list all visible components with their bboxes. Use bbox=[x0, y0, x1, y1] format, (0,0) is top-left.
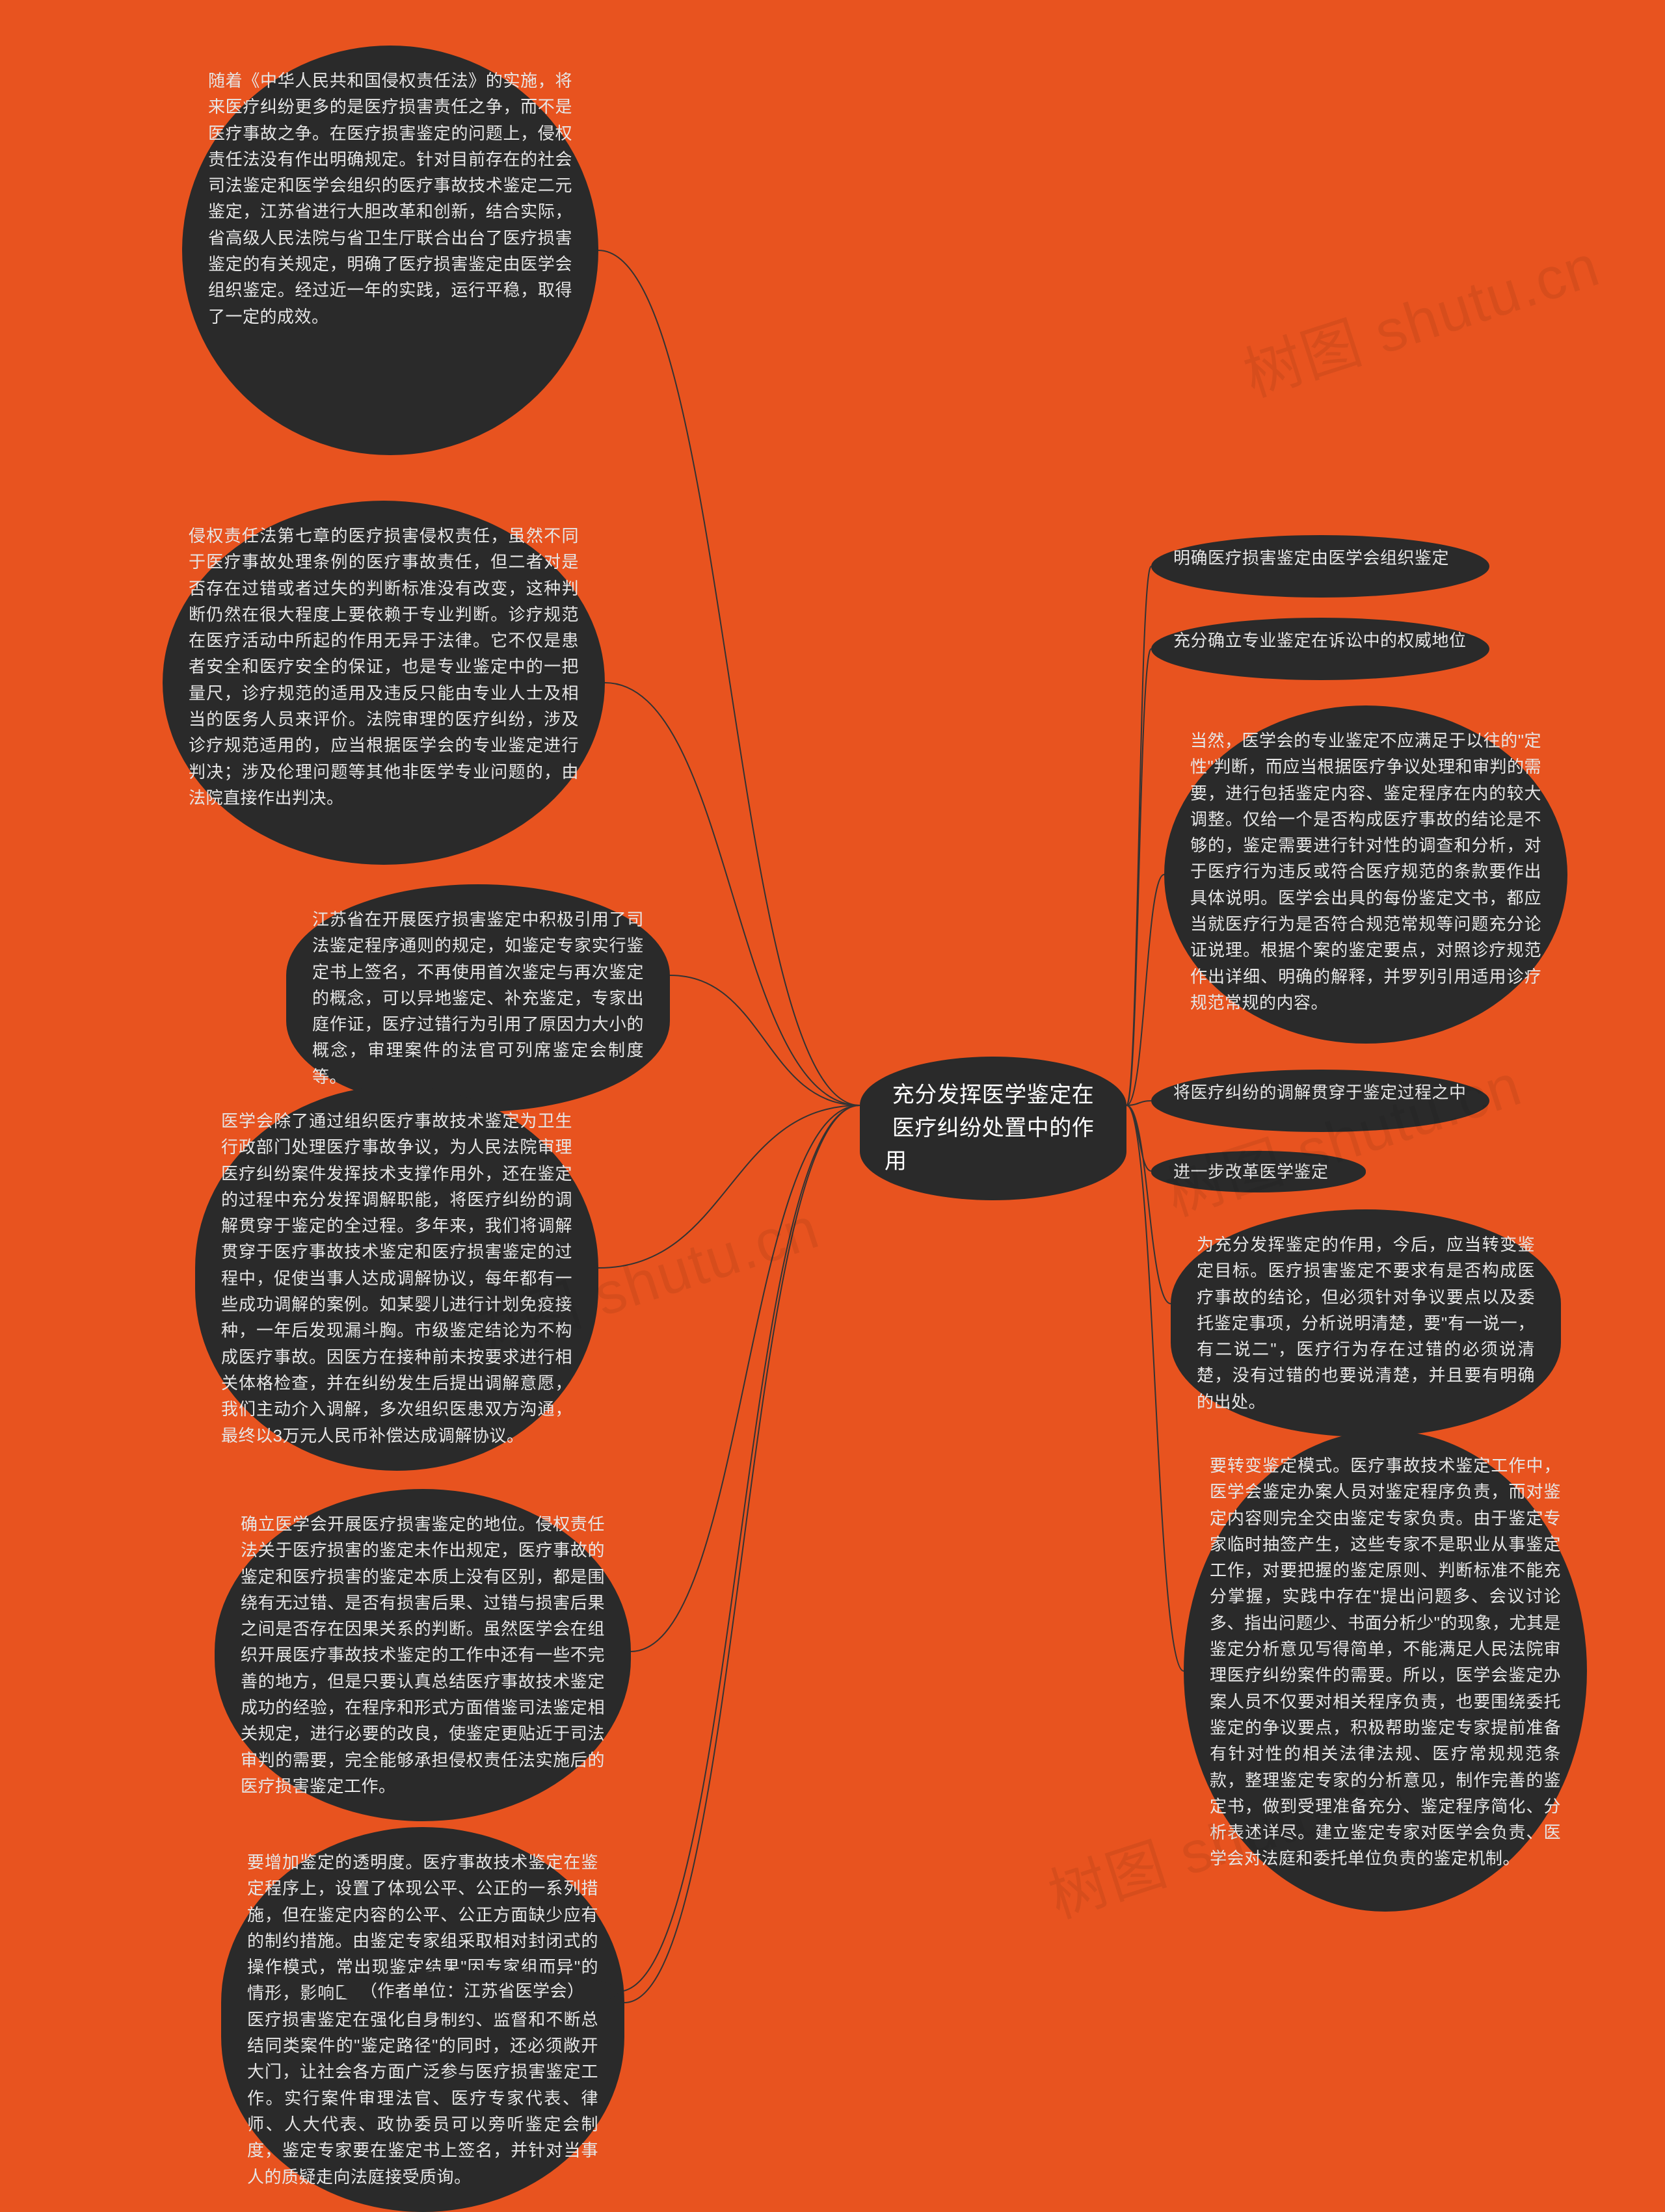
mindmap-node: （作者单位：江苏省医学会） bbox=[338, 1970, 618, 2013]
edge bbox=[618, 1105, 860, 1992]
mindmap-node: 确立医学会开展医疗损害鉴定的地位。侵权责任法关于医疗损害的鉴定未作出规定，医疗事… bbox=[215, 1489, 631, 1821]
edge bbox=[631, 1105, 860, 1652]
watermark: 树图 shutu.cn bbox=[1232, 218, 1609, 413]
mindmap-node: 要转变鉴定模式。医疗事故技术鉴定工作中，医学会鉴定办案人员对鉴定程序负责，而对鉴… bbox=[1184, 1430, 1587, 1912]
mindmap-node: 为充分发挥鉴定的作用，今后，应当转变鉴定目标。医疗损害鉴定不要求有是否构成医疗事… bbox=[1171, 1209, 1561, 1437]
edge bbox=[1126, 649, 1151, 1105]
edge bbox=[670, 975, 860, 1105]
mindmap-node: 随着《中华人民共和国侵权责任法》的实施，将来医疗纠纷更多的是医疗损害责任之争，而… bbox=[182, 46, 598, 455]
mindmap-node: 要增加鉴定的透明度。医疗事故技术鉴定在鉴定程序上，设置了体现公平、公正的一系列措… bbox=[221, 1827, 624, 2212]
mindmap-node: 将医疗纠纷的调解贯穿于鉴定过程之中 bbox=[1151, 1070, 1489, 1132]
edge bbox=[1126, 1105, 1184, 1671]
mindmap-node: 侵权责任法第七章的医疗损害侵权责任，虽然不同于医疗事故处理条例的医疗事故责任，但… bbox=[163, 501, 605, 865]
edge bbox=[624, 1105, 860, 2003]
edge bbox=[1126, 1101, 1151, 1105]
edge bbox=[1126, 1105, 1151, 1171]
mindmap-node: 进一步改革医学鉴定 bbox=[1151, 1151, 1366, 1192]
mindmap-node: 明确医疗损害鉴定由医学会组织鉴定 bbox=[1151, 535, 1489, 598]
edge bbox=[1126, 1105, 1171, 1304]
mindmap-node: 江苏省在开展医疗损害鉴定中积极引用了司法鉴定程序通则的规定，如鉴定专家实行鉴定书… bbox=[286, 884, 670, 1112]
edge bbox=[1126, 566, 1151, 1105]
center-node: 充分发挥医学鉴定在医疗纠纷处置中的作用 bbox=[860, 1057, 1126, 1200]
mindmap-node: 充分确立专业鉴定在诉讼中的权威地位 bbox=[1151, 618, 1489, 680]
edge bbox=[598, 1105, 860, 1268]
watermark: 树图 shutu.cn bbox=[1154, 1038, 1531, 1232]
mindmap-node: 医学会除了通过组织医疗事故技术鉴定为卫生行政部门处理医疗事故争议，为人民法院审理… bbox=[195, 1086, 598, 1471]
mindmap-node: 当然，医学会的专业鉴定不应满足于以往的"定性"判断，而应当根据医疗争议处理和审判… bbox=[1164, 705, 1567, 1044]
edge bbox=[1126, 875, 1164, 1105]
